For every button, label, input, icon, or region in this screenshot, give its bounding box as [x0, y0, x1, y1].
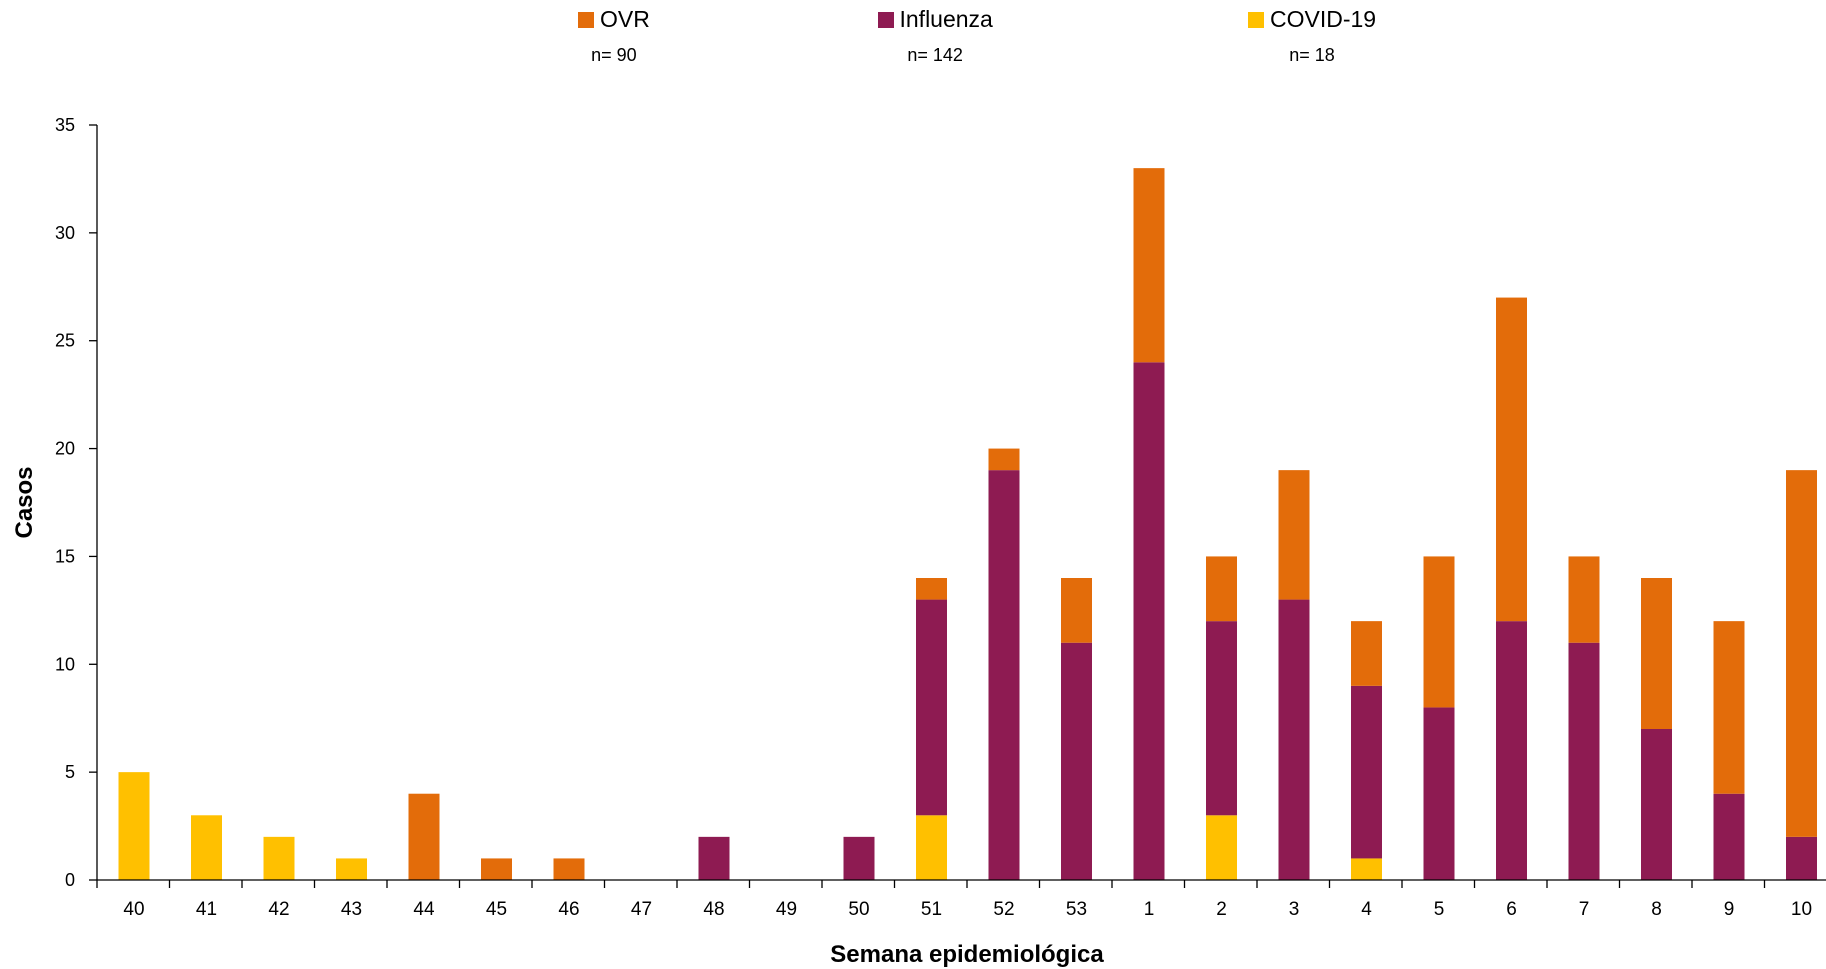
- bar-ovr-3: [1278, 470, 1310, 600]
- bar-covid19-2: [1206, 815, 1237, 880]
- bar-influenza-51: [916, 599, 947, 816]
- x-tick-label-49: 49: [776, 899, 797, 920]
- legend-item-influenza: Influenza n= 142: [877, 6, 993, 66]
- bar-ovr-53: [1061, 578, 1092, 643]
- x-tick-label-48: 48: [703, 899, 724, 920]
- bar-influenza-52: [988, 470, 1020, 880]
- x-tick-label-43: 43: [341, 899, 362, 920]
- bar-influenza-8: [1641, 729, 1672, 880]
- bar-ovr-46: [553, 858, 585, 880]
- legend-count-covid19: n= 18: [1289, 45, 1335, 65]
- bar-ovr-8: [1641, 578, 1672, 729]
- x-tick-label-3: 3: [1289, 899, 1300, 920]
- bar-ovr-5: [1423, 556, 1455, 708]
- x-tick-label-42: 42: [268, 899, 289, 920]
- x-tick-label-5: 5: [1434, 899, 1445, 920]
- chart-legend: OVR n= 90 Influenza n= 142 COVID-19 n= 1…: [0, 6, 1826, 76]
- bar-ovr-6: [1496, 297, 1527, 622]
- x-tick-label-46: 46: [558, 899, 579, 920]
- legend-label-ovr: OVR: [600, 6, 650, 32]
- x-tick-label-52: 52: [993, 899, 1014, 920]
- y-tick-label-10: 10: [55, 654, 75, 674]
- bar-covid19-4: [1351, 858, 1382, 880]
- y-tick-label-15: 15: [55, 546, 75, 566]
- bar-influenza-48: [698, 836, 730, 880]
- bar-ovr-44: [408, 793, 440, 880]
- x-tick-label-53: 53: [1066, 899, 1087, 920]
- bar-ovr-7: [1568, 556, 1600, 643]
- x-tick-label-44: 44: [413, 899, 435, 920]
- bar-covid19-51: [916, 815, 947, 880]
- bar-influenza-50: [843, 836, 875, 880]
- y-axis-title: Casos: [11, 466, 38, 538]
- bar-ovr-4: [1351, 621, 1382, 686]
- bar-influenza-2: [1206, 621, 1237, 816]
- bar-ovr-9: [1713, 621, 1745, 794]
- x-tick-label-51: 51: [921, 899, 942, 920]
- bar-influenza-53: [1061, 642, 1092, 880]
- legend-item-covid19: COVID-19 n= 18: [1248, 6, 1376, 66]
- x-tick-label-9: 9: [1724, 899, 1735, 920]
- legend-count-ovr: n= 90: [591, 45, 637, 65]
- y-tick-label-25: 25: [55, 331, 75, 351]
- x-tick-label-8: 8: [1651, 899, 1662, 920]
- legend-item-ovr: OVR n= 90: [578, 6, 650, 66]
- legend-swatch-covid19: [1248, 11, 1264, 28]
- y-tick-label-20: 20: [55, 439, 75, 459]
- legend-count-influenza: n= 142: [907, 45, 963, 65]
- x-tick-label-45: 45: [486, 899, 507, 920]
- y-tick-label-35: 35: [55, 115, 75, 135]
- y-tick-label-0: 0: [65, 870, 75, 890]
- bar-ovr-51: [916, 578, 947, 600]
- bar-influenza-10: [1786, 836, 1817, 880]
- x-tick-label-47: 47: [631, 899, 652, 920]
- x-tick-label-2: 2: [1216, 899, 1227, 920]
- legend-swatch-ovr: [578, 11, 594, 28]
- bar-influenza-6: [1496, 621, 1527, 880]
- x-tick-label-10: 10: [1791, 899, 1812, 920]
- x-tick-label-41: 41: [196, 899, 217, 920]
- bar-ovr-10: [1786, 470, 1817, 837]
- x-axis-title: Semana epidemiológica: [830, 941, 1104, 968]
- bar-influenza-1: [1133, 362, 1165, 880]
- bar-covid19-42: [263, 836, 295, 880]
- bar-covid19-43: [336, 858, 367, 880]
- bar-influenza-5: [1423, 707, 1455, 880]
- x-tick-label-1: 1: [1144, 899, 1155, 920]
- bar-influenza-3: [1278, 599, 1310, 880]
- legend-swatch-influenza: [877, 11, 894, 28]
- bar-ovr-45: [481, 858, 512, 880]
- x-tick-label-6: 6: [1506, 899, 1517, 920]
- bar-ovr-52: [988, 448, 1020, 471]
- x-tick-label-4: 4: [1361, 899, 1372, 920]
- bar-influenza-7: [1568, 642, 1600, 880]
- bar-ovr-2: [1206, 556, 1237, 622]
- bar-influenza-4: [1351, 685, 1382, 859]
- legend-label-influenza: Influenza: [899, 6, 993, 32]
- y-tick-label-5: 5: [65, 762, 75, 782]
- x-tick-label-7: 7: [1579, 899, 1590, 920]
- bar-ovr-1: [1133, 168, 1165, 363]
- bar-covid19-41: [191, 815, 222, 880]
- x-tick-label-40: 40: [123, 899, 144, 920]
- bar-covid19-40: [118, 772, 150, 880]
- y-tick-label-30: 30: [55, 223, 75, 243]
- legend-label-covid19: COVID-19: [1270, 6, 1377, 32]
- bar-influenza-9: [1713, 793, 1745, 880]
- x-tick-label-50: 50: [848, 899, 869, 920]
